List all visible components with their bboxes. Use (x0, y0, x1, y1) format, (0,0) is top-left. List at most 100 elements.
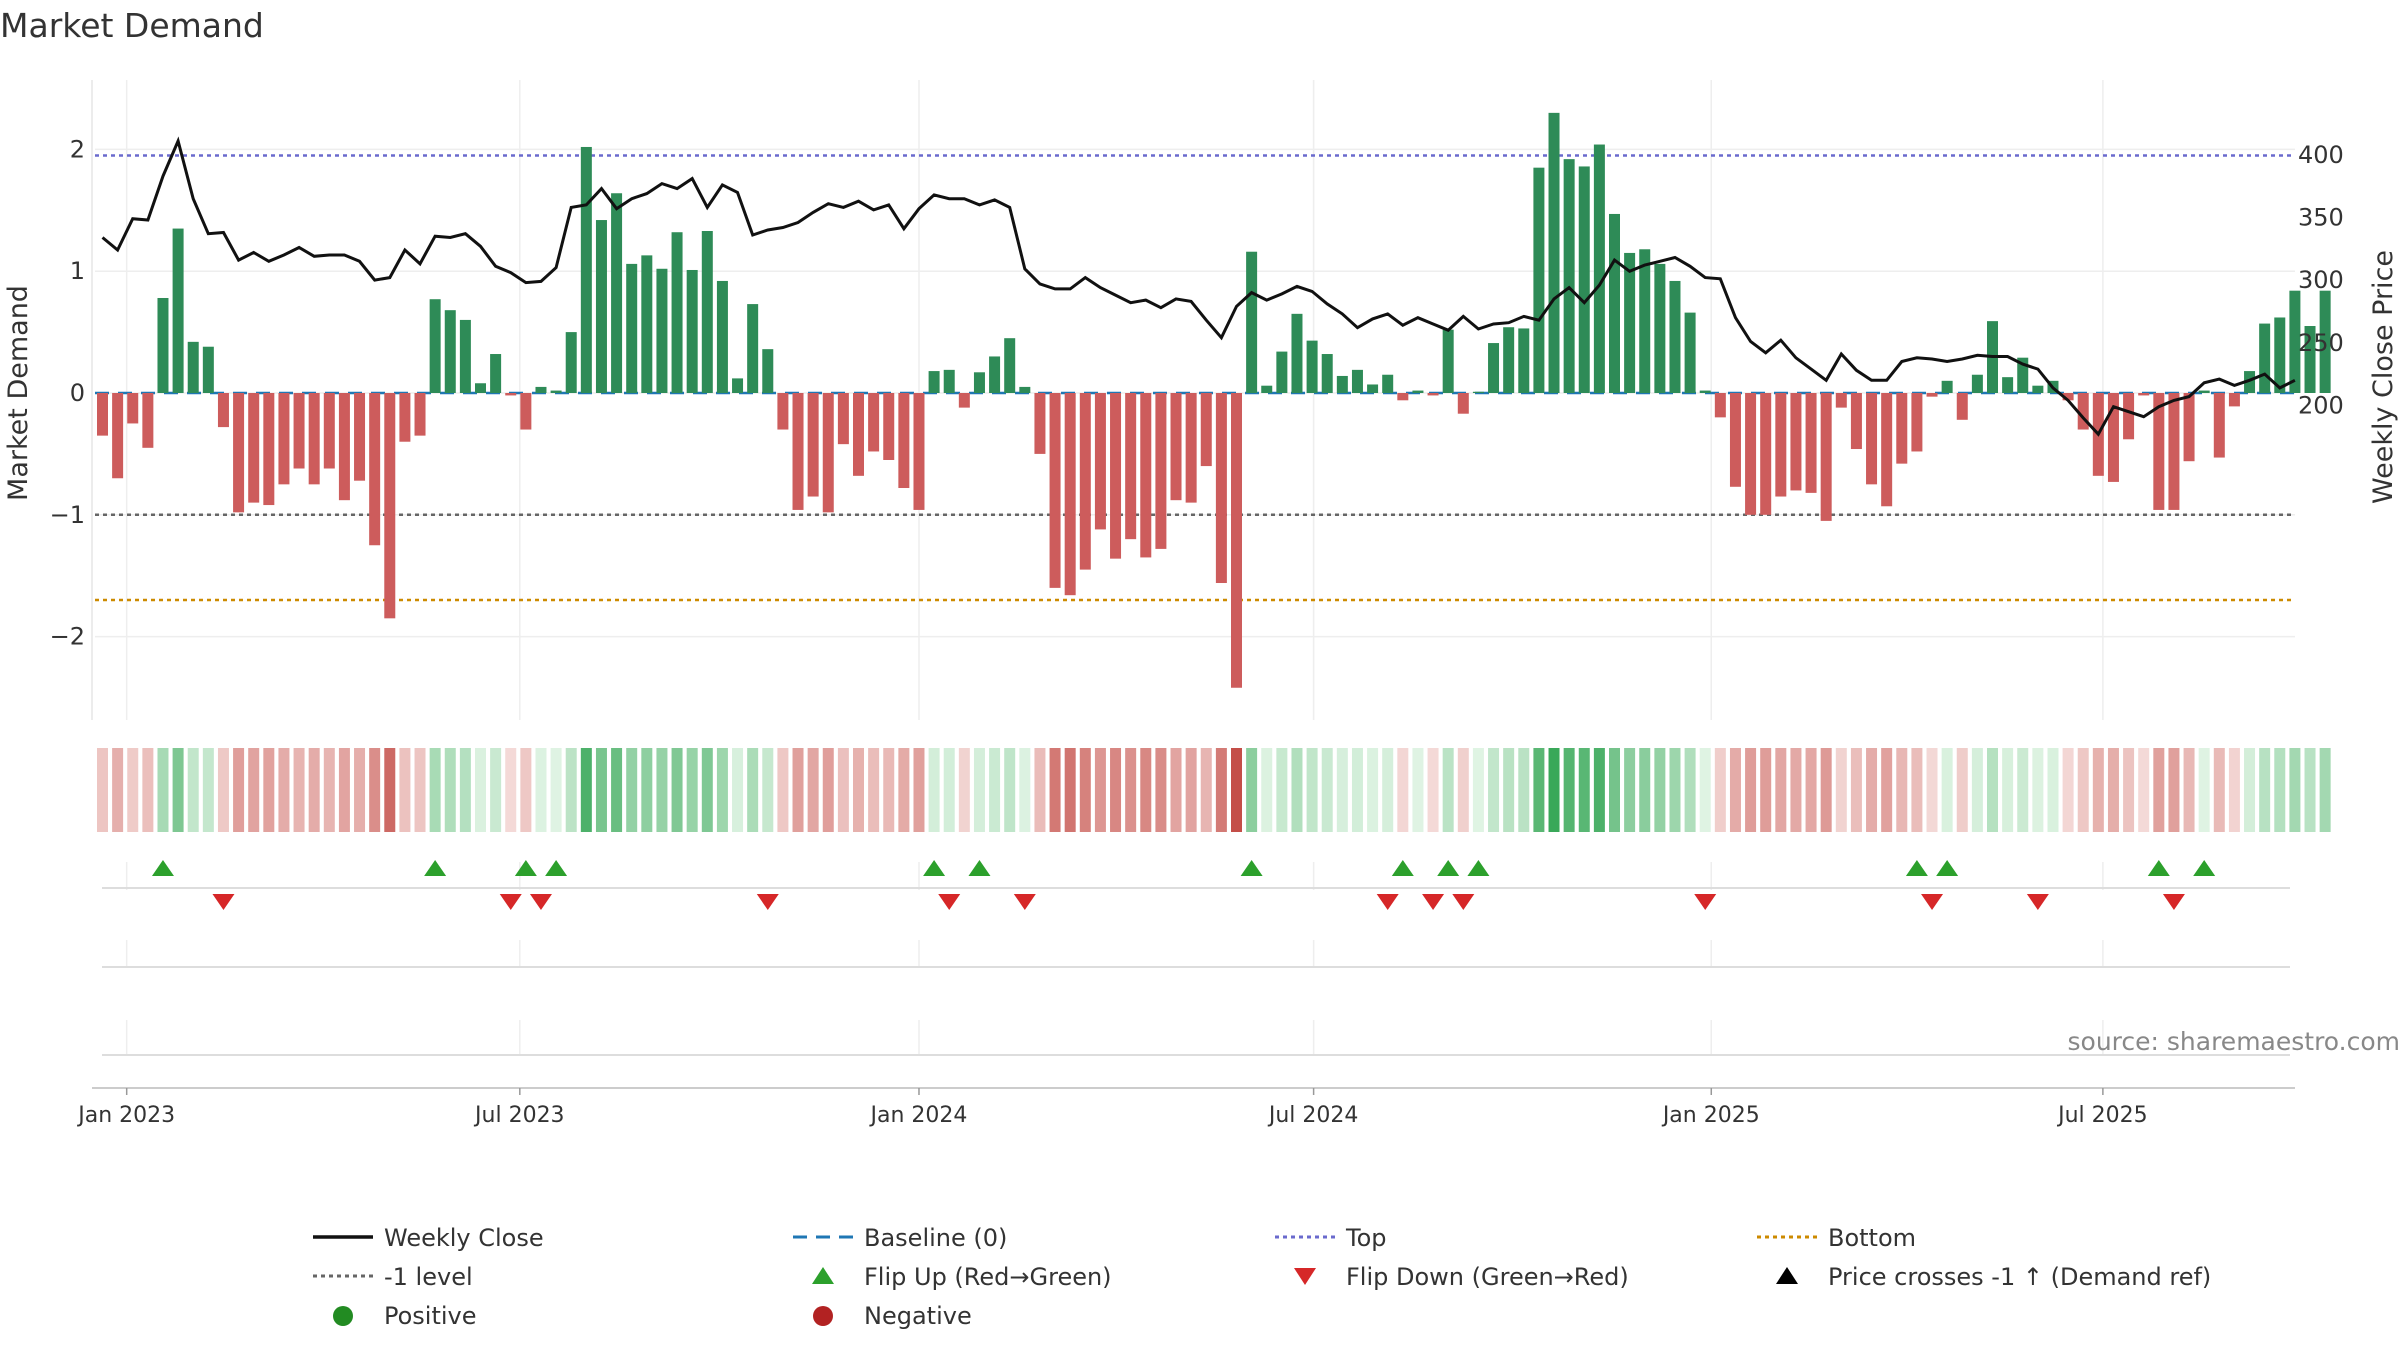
demand-bar-negative (1215, 393, 1227, 584)
demand-bar-negative (2107, 393, 2119, 482)
demand-bar-negative (97, 393, 108, 436)
legend-label: Price crosses -1 ↑ (Demand ref) (1828, 1263, 2211, 1291)
heat-cell (1306, 748, 1318, 832)
legend-label: -1 level (384, 1263, 473, 1291)
demand-bar-negative (142, 393, 154, 448)
heat-cell (1155, 748, 1167, 832)
y2-tick-label: 350 (2298, 203, 2344, 231)
y2-ticks: 400 350 300 250 200 (2298, 141, 2344, 420)
heat-cell (1427, 748, 1439, 832)
demand-bar-negative (338, 393, 350, 501)
demand-bar-positive (973, 372, 985, 393)
demand-bar-negative (913, 393, 925, 510)
demand-bar-negative (1956, 393, 1968, 420)
heat-cell (626, 748, 638, 832)
demand-bar-negative (505, 393, 517, 396)
demand-bar-negative (2138, 393, 2150, 396)
demand-bar-positive (928, 371, 940, 393)
heat-cell (490, 748, 502, 832)
demand-bar-positive (1382, 374, 1394, 393)
legend-label: Top (1345, 1224, 1387, 1252)
demand-bar-negative (1185, 393, 1197, 503)
legend-label: Flip Up (Red→Green) (864, 1263, 1112, 1291)
heat-cell (656, 748, 668, 832)
heat-cell (1019, 748, 1031, 832)
flip-down-marker (1694, 894, 1717, 910)
demand-bar-negative (822, 393, 834, 513)
heat-cell (293, 748, 305, 832)
legend-item: Negative (813, 1302, 972, 1330)
demand-bar-positive (626, 263, 638, 393)
demand-bar-negative (837, 393, 849, 445)
demand-bar-negative (1200, 393, 1212, 467)
flip-down-marker (1452, 894, 1475, 910)
heat-cell (1094, 748, 1106, 832)
demand-bar-positive (2002, 377, 2014, 393)
demand-bar-positive (943, 369, 955, 393)
heat-cell (1745, 748, 1757, 832)
source-credit: source: sharemaestro.com (2068, 1027, 2400, 1056)
demand-bar-positive (1518, 328, 1530, 393)
heat-cell (1987, 748, 1998, 832)
heat-cell (1503, 748, 1515, 832)
heat-cell (1125, 748, 1137, 832)
heat-cell (1850, 748, 1862, 832)
flip-up-marker (1391, 860, 1414, 876)
demand-bar-negative (1427, 393, 1439, 396)
heat-cell (943, 748, 955, 832)
heat-cell (2274, 748, 2286, 832)
flip-down-marker (2026, 894, 2049, 910)
heat-cell (233, 748, 245, 832)
demand-bar-positive (595, 220, 607, 393)
heat-cell (263, 748, 275, 832)
heat-cell (2032, 748, 2044, 832)
demand-bar-negative (1049, 393, 1061, 588)
demand-bar-negative (868, 393, 880, 452)
demand-bar-positive (1609, 213, 1620, 393)
heat-cell (1911, 748, 1923, 832)
heat-cell (1079, 748, 1091, 832)
heat-cell (1412, 748, 1424, 832)
flip-down-marker (1921, 894, 1944, 910)
heat-cell (505, 748, 517, 832)
flip-up-marker (1240, 860, 1263, 876)
heat-cell (747, 748, 759, 832)
heat-cell (837, 748, 849, 832)
demand-bar-positive (1503, 327, 1515, 393)
demand-bar-negative (1896, 393, 1908, 464)
demand-bar-positive (1412, 390, 1424, 393)
legend-label: Baseline (0) (864, 1224, 1007, 1252)
flip-down-marker (1376, 894, 1399, 910)
demand-bar-positive (1246, 251, 1258, 393)
flip-up-marker (1467, 860, 1490, 876)
demand-bar-positive (1442, 329, 1454, 393)
heat-cell (686, 748, 698, 832)
demand-bar-negative (1729, 393, 1741, 487)
demand-bar-positive (656, 268, 668, 393)
heat-cell (535, 748, 547, 832)
demand-bar-positive (762, 349, 774, 393)
heat-cell (898, 748, 910, 832)
demand-bar-negative (1079, 393, 1091, 570)
demand-bar-positive (1261, 385, 1273, 393)
demand-bar-negative (248, 393, 260, 503)
heat-cell (2017, 748, 2029, 832)
demand-bar-negative (354, 393, 366, 481)
weekly-close-line (101, 136, 2296, 437)
heat-cell (1956, 748, 1968, 832)
demand-bar-positive (2259, 323, 2271, 393)
demand-bar-positive (1578, 166, 1590, 393)
heat-cell (565, 748, 577, 832)
heat-cell (1200, 748, 1212, 832)
heat-cell (2168, 748, 2180, 832)
legend-item: Flip Down (Green→Red) (1294, 1263, 1629, 1291)
legend-swatch-triangle-up (1776, 1267, 1798, 1284)
y-tick-label: 1 (70, 257, 85, 285)
heat-cell (853, 748, 864, 832)
demand-bar-negative (1745, 393, 1757, 515)
heat-cell (2259, 748, 2271, 832)
demand-bar-negative (898, 393, 910, 489)
heat-cell (127, 748, 139, 832)
heat-cell (1971, 748, 1983, 832)
legend-item: Top (1275, 1224, 1387, 1252)
